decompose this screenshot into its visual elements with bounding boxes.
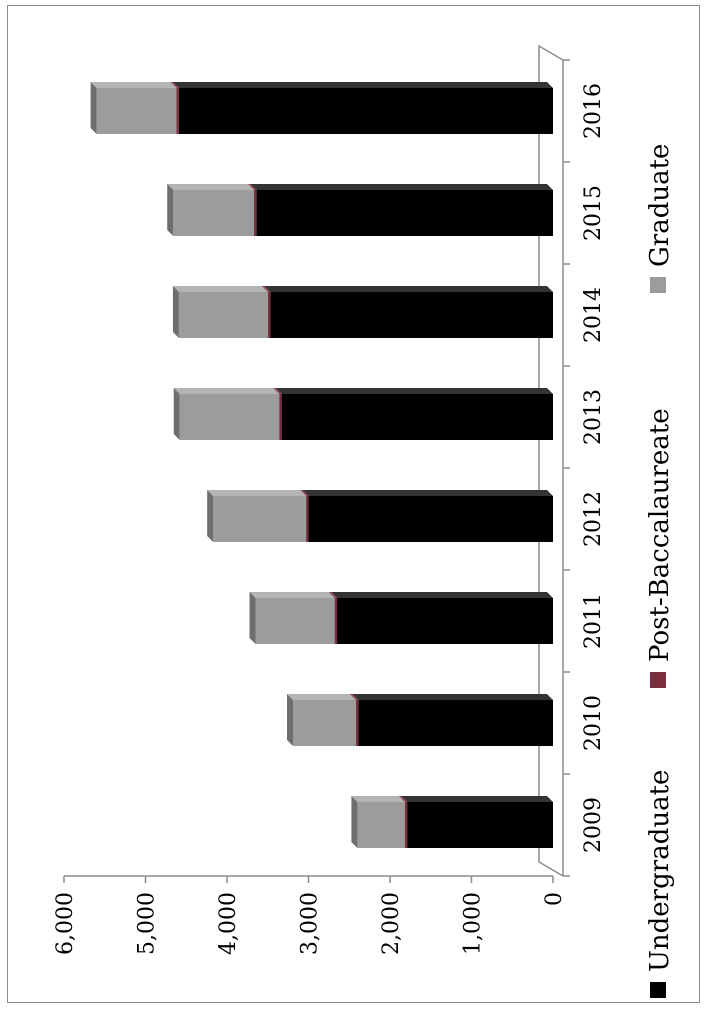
value-tick-label: 4,000 [216, 892, 241, 955]
bar-depth-face [173, 82, 553, 88]
legend-label: Graduate [645, 144, 675, 267]
bar-depth-face [401, 796, 553, 802]
bar-segment [254, 190, 256, 236]
bar-segment [335, 598, 337, 644]
bar-segment [97, 88, 177, 134]
value-tick-label: 1,000 [461, 892, 486, 955]
value-tick-label: 2,000 [379, 892, 404, 955]
category-label: 2013 [581, 389, 606, 445]
bar-end-cap [287, 694, 293, 746]
bar-depth-face [174, 388, 279, 394]
category-label: 2015 [581, 185, 606, 241]
bar-depth-face [352, 694, 553, 700]
bar-depth-face [276, 388, 553, 394]
category-label: 2016 [581, 83, 606, 139]
bar-depth-face [250, 184, 553, 190]
category-label: 2012 [581, 491, 606, 547]
bar-segment [407, 802, 553, 848]
bar-end-cap [174, 388, 180, 440]
value-tick-label: 3,000 [298, 892, 323, 955]
bar-depth-face [91, 82, 177, 88]
legend-label: Undergraduate [645, 770, 675, 972]
axis-layer [64, 46, 570, 883]
legend-label: Post-Baccalaureate [645, 408, 675, 662]
bar-segment [173, 190, 254, 236]
bar-segment [306, 496, 308, 542]
category-label: 2014 [581, 287, 606, 343]
bar-end-cap [207, 490, 213, 542]
bar-segment [282, 394, 553, 440]
bar-segment [356, 700, 358, 746]
bar-end-cap [173, 286, 179, 338]
bar-depth-face [264, 286, 553, 292]
bar-segment [179, 88, 553, 134]
bar-segment [179, 292, 268, 338]
bar-depth-face [331, 592, 553, 598]
bar-segment [268, 292, 270, 338]
legend-swatch [650, 672, 666, 688]
bar-depth-face [207, 490, 306, 496]
category-label: 2010 [581, 695, 606, 751]
category-axis-wall [539, 46, 563, 876]
bar-end-cap [167, 184, 173, 236]
bars-layer [91, 82, 553, 848]
bar-end-cap [351, 796, 357, 848]
bar-segment [357, 802, 404, 848]
value-tick-label: 6,000 [53, 892, 78, 955]
bar-segment [405, 802, 407, 848]
bar-segment [256, 190, 553, 236]
bar-end-cap [250, 592, 256, 644]
legend-swatch [650, 982, 666, 998]
bar-segment [279, 394, 281, 440]
bar-depth-face [173, 286, 268, 292]
category-label: 2009 [581, 797, 606, 853]
bar-segment [358, 700, 553, 746]
bar-segment [256, 598, 335, 644]
bar-segment [337, 598, 553, 644]
bar-end-cap [91, 82, 97, 134]
bar-segment [309, 496, 554, 542]
bar-segment [293, 700, 356, 746]
value-tick-label: 0 [542, 892, 567, 906]
bar-segment [176, 88, 178, 134]
legend: Undergraduate Post-Baccalaureate Graduate [645, 144, 675, 998]
bar-depth-face [351, 796, 404, 802]
bar-segment [213, 496, 306, 542]
bar-depth-face [303, 490, 554, 496]
bar-segment [180, 394, 279, 440]
bar-depth-face [167, 184, 254, 190]
value-tick-label: 5,000 [135, 892, 160, 955]
bar-segment [270, 292, 553, 338]
bar-depth-face [287, 694, 356, 700]
bar-depth-face [250, 592, 335, 598]
legend-swatch [650, 277, 666, 293]
category-label: 2011 [581, 593, 606, 649]
